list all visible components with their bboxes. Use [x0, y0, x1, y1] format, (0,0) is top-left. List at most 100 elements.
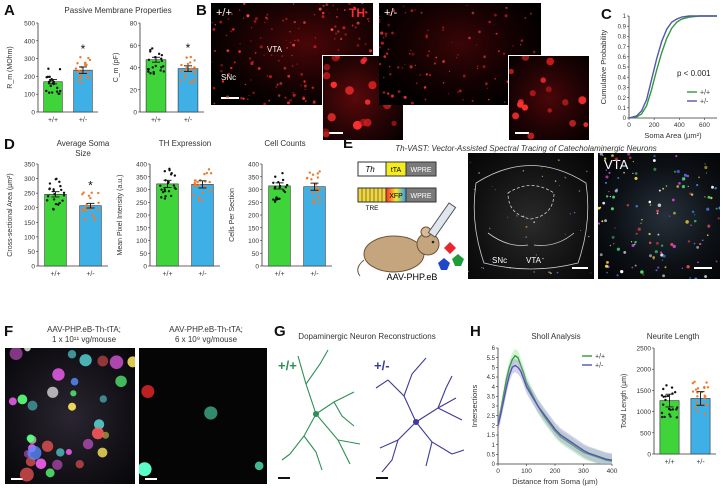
data-point — [667, 407, 671, 411]
labeled-cell — [419, 73, 422, 76]
labeled-cell — [634, 176, 638, 180]
y-tick-label: 250 — [24, 191, 35, 198]
data-point — [197, 198, 201, 202]
labeled-cell — [525, 236, 527, 238]
labeled-cell — [425, 34, 429, 38]
y-tick-label: 1 — [492, 443, 496, 449]
labeled-cell — [535, 254, 538, 256]
data-point — [315, 190, 318, 193]
labeled-cell — [495, 32, 498, 35]
labeled-cell — [27, 400, 38, 411]
labeled-cell — [423, 86, 427, 89]
labeled-cell — [623, 250, 627, 254]
labeled-cell — [686, 265, 690, 269]
y-tick-label: 0 — [31, 264, 35, 271]
data-point — [89, 196, 92, 200]
labeled-cell — [397, 66, 400, 69]
y-tick-label: 0 — [255, 264, 259, 271]
labeled-cell — [673, 211, 676, 215]
data-point — [197, 196, 201, 200]
labeled-cell — [503, 101, 506, 104]
y-tick-label: 2000 — [637, 367, 652, 374]
labeled-cell — [715, 207, 718, 210]
data-point — [662, 387, 665, 391]
labeled-cell — [68, 402, 77, 411]
labeled-cell — [710, 196, 713, 200]
y-tick-label: 5.5 — [487, 356, 496, 362]
labeled-cell — [661, 259, 664, 261]
labeled-cell — [248, 95, 250, 97]
y-tick-label: 250 — [136, 200, 147, 207]
data-point — [664, 395, 667, 398]
labeled-cell — [225, 34, 228, 37]
data-point — [311, 191, 314, 195]
y-tick-label: 1000 — [637, 409, 652, 416]
data-point — [306, 176, 309, 180]
data-point — [272, 198, 275, 201]
labeled-cell — [275, 86, 278, 88]
labeled-cell — [562, 99, 569, 106]
labeled-cell — [429, 74, 431, 76]
y-tick-label: 500 — [640, 430, 651, 437]
scale-bar — [145, 478, 157, 480]
data-point — [77, 79, 81, 82]
data-point — [675, 408, 678, 411]
data-point — [81, 210, 84, 213]
labeled-cell — [97, 355, 109, 367]
data-point — [194, 68, 197, 71]
neuron-reconstructions: +/+ +/- — [278, 349, 465, 479]
labeled-cell — [690, 224, 692, 227]
y-tick-label: 350 — [136, 174, 147, 181]
x-tick-label: +/+ — [151, 117, 161, 124]
y-tick-label: 150 — [24, 220, 35, 227]
data-point — [192, 184, 196, 187]
labeled-cell — [397, 90, 401, 94]
labeled-cell — [612, 195, 616, 199]
labeled-cell — [420, 11, 423, 14]
x-tick-label: +/+ — [50, 271, 60, 278]
sparse-labeling-image-low-dose — [139, 348, 267, 484]
fluorescence-signal — [598, 153, 720, 279]
vta-region-label: VTA — [267, 45, 282, 54]
labeled-cell — [244, 83, 247, 86]
data-point — [151, 66, 154, 69]
data-point — [203, 172, 206, 176]
labeled-cell — [141, 385, 155, 398]
labeled-cell — [478, 172, 480, 174]
labeled-cell — [230, 66, 233, 70]
y-tick-label: 1500 — [637, 388, 652, 395]
labeled-cell — [214, 50, 216, 52]
labeled-cell — [657, 203, 662, 208]
data-point — [79, 56, 82, 59]
data-point — [60, 188, 63, 192]
labeled-cell — [599, 153, 603, 156]
scale-bar — [572, 267, 588, 269]
data-point — [50, 91, 54, 94]
labeled-cell — [410, 9, 414, 13]
labeled-cell — [701, 239, 704, 242]
data-point — [160, 196, 163, 199]
labeled-cell — [348, 3, 351, 5]
data-point — [190, 67, 193, 70]
labeled-cell — [213, 102, 216, 105]
labeled-cell — [226, 95, 230, 99]
labeled-cell — [547, 108, 552, 113]
labeled-cell — [285, 39, 287, 41]
x-tick-label: 200 — [649, 122, 660, 129]
labeled-cell — [578, 190, 581, 192]
labeled-cell — [220, 63, 224, 67]
labeled-cell — [670, 242, 674, 246]
panel-label-e: E — [343, 135, 354, 152]
labeled-cell — [211, 22, 213, 24]
x-tick-label: 0 — [627, 122, 631, 129]
labeled-cell — [527, 132, 535, 140]
labeled-cell — [604, 219, 607, 223]
y-tick-label: 400 — [24, 38, 35, 45]
y-axis-label: Mean Pixel Intensity (a.u.) — [117, 175, 124, 256]
labeled-cell — [462, 99, 464, 101]
data-point — [316, 176, 320, 179]
labeled-cell — [334, 56, 340, 59]
data-point — [318, 201, 321, 204]
labeled-cell — [254, 51, 257, 54]
data-point — [55, 90, 59, 93]
